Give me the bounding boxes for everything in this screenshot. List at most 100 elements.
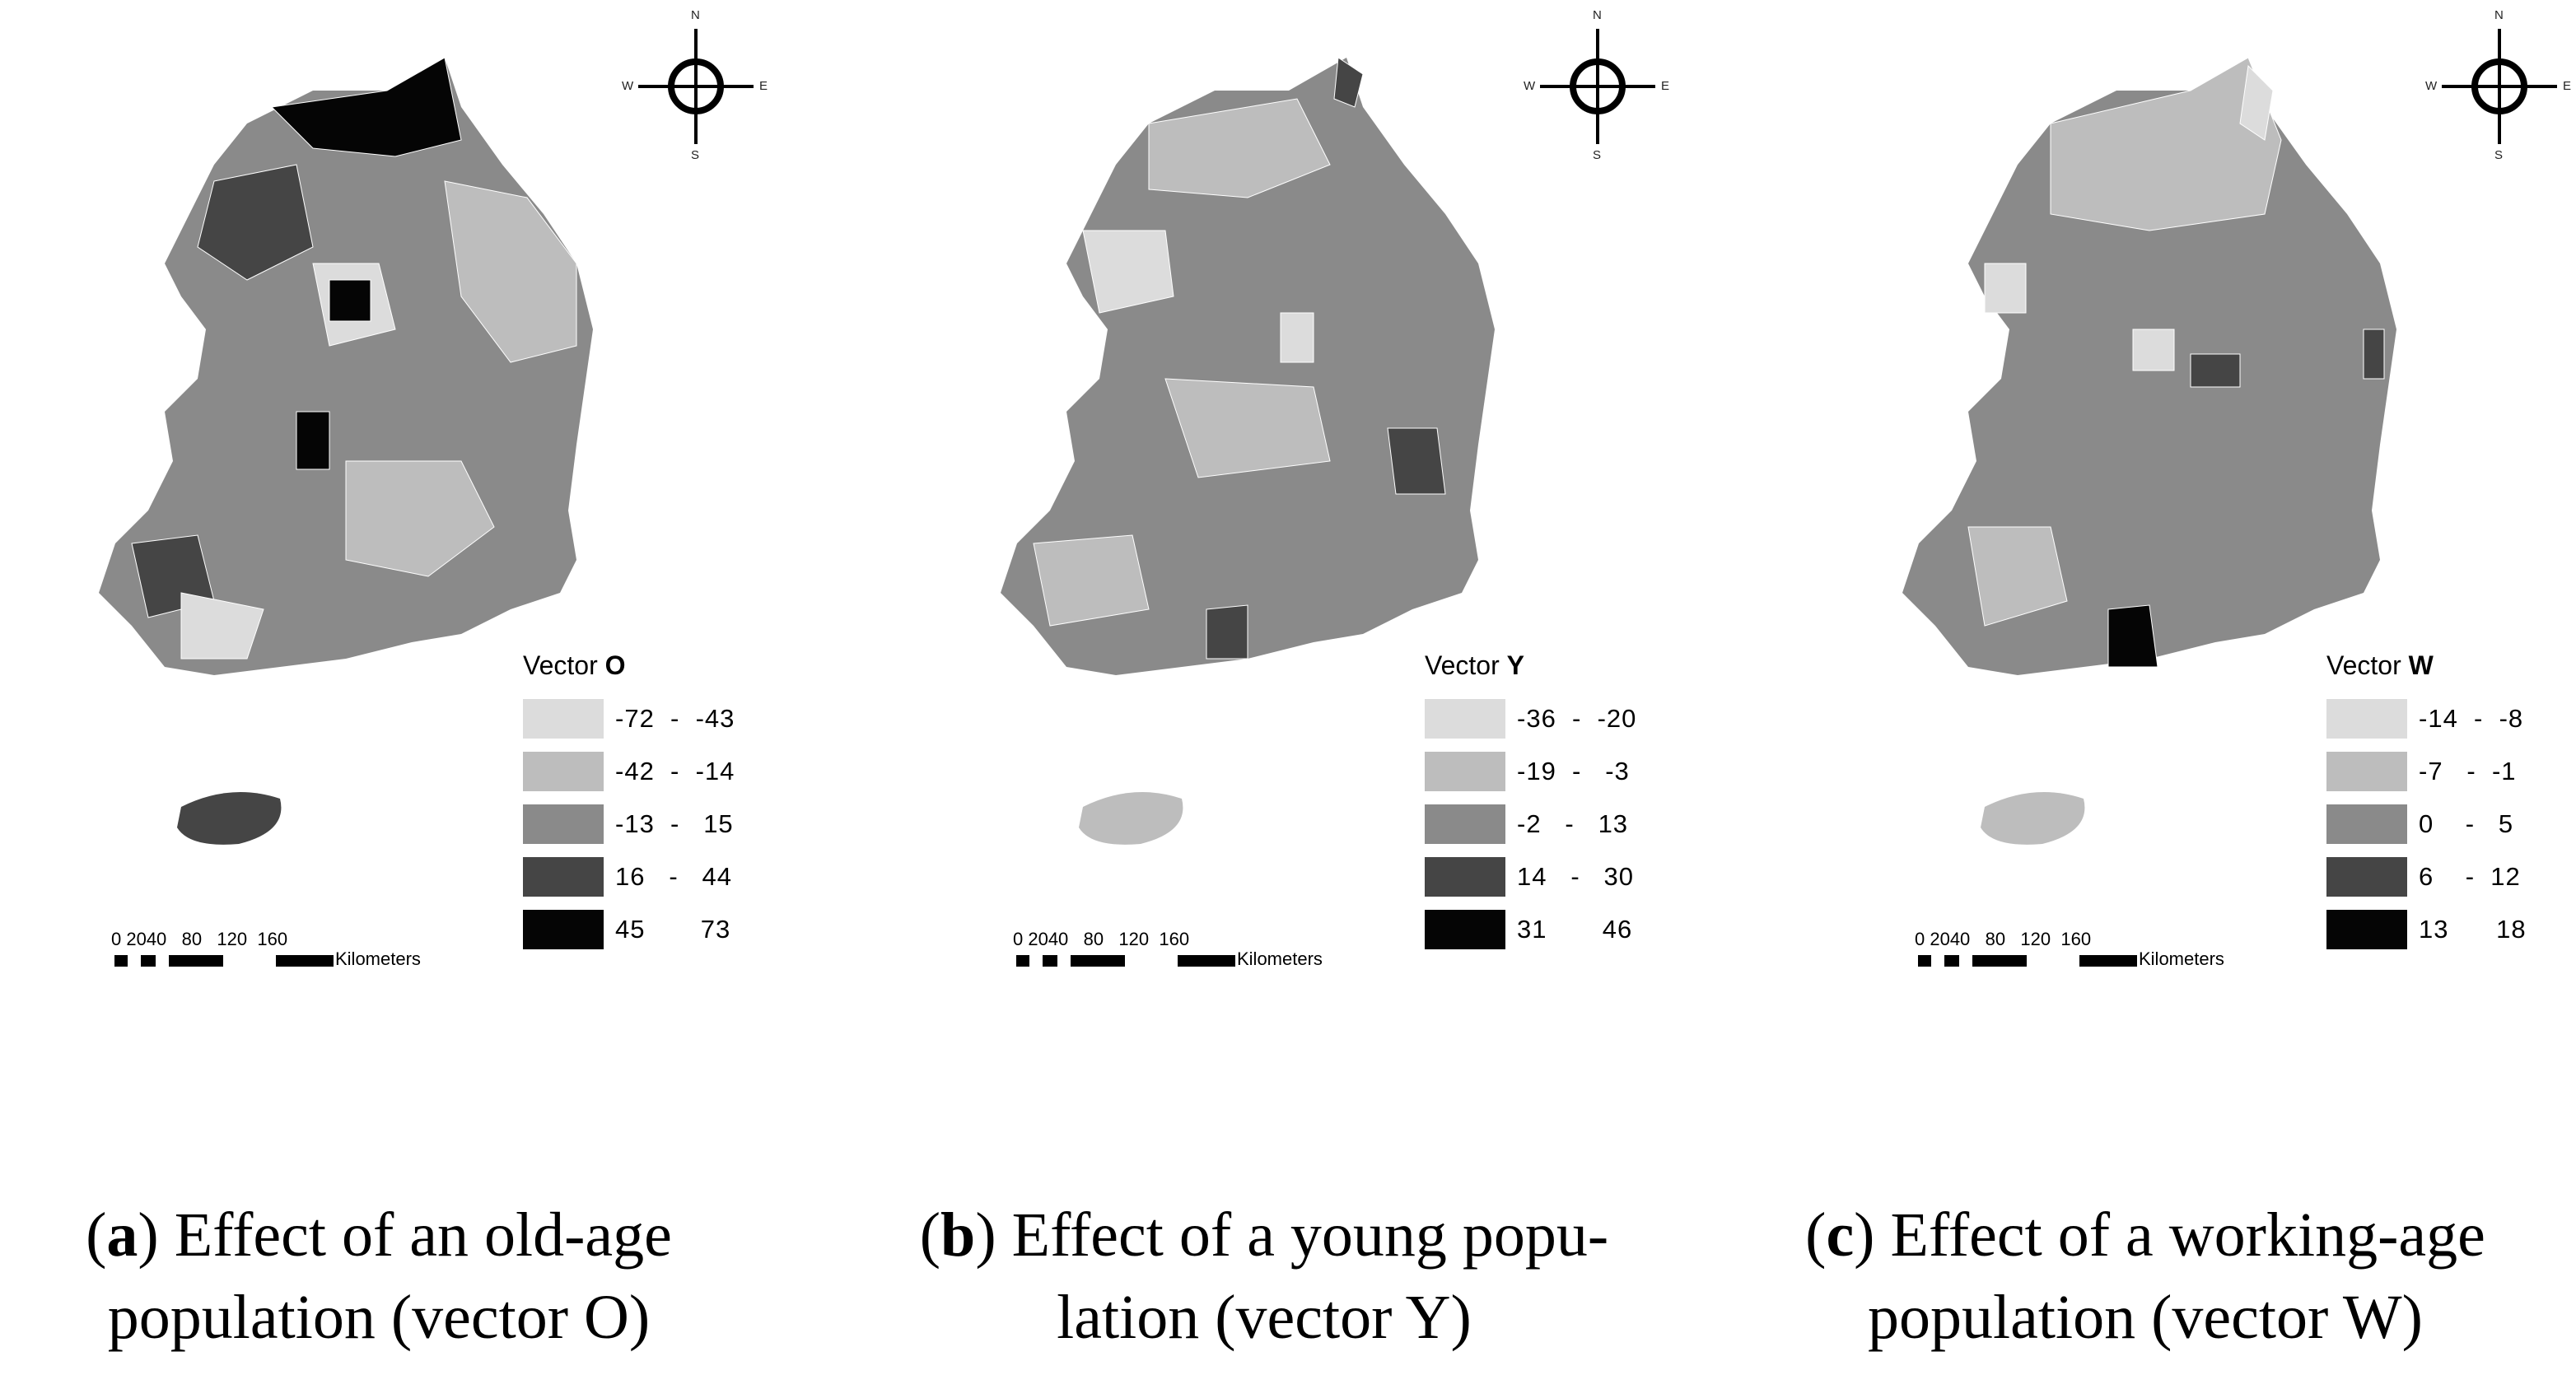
scale-segment [1972, 955, 2027, 967]
legend-swatch [2326, 857, 2407, 897]
district-patch [1333, 57, 1364, 108]
compass-west: W [622, 79, 634, 93]
district-patch [1967, 526, 2068, 627]
legend-item: -42 - -14 [523, 745, 754, 798]
legend-a: Vector O -72 - -43 -42 - -14 -13 - 15 16… [523, 650, 754, 956]
scale-segment [1918, 955, 1931, 967]
legend-title: Vector Y [1425, 650, 1524, 680]
legend-swatch [1425, 910, 1505, 949]
legend-swatch [523, 752, 604, 791]
district-patches [1967, 57, 2385, 668]
legend-title: Vector W [2326, 650, 2434, 680]
legend-item: 45 73 [523, 903, 754, 956]
compass-icon [638, 29, 754, 144]
north-arrow: N S W E [618, 8, 774, 165]
legend-item: -14 - -8 [2326, 692, 2557, 745]
compass-north: N [2494, 8, 2504, 22]
scale-ticks: 0 2040 80 120 160 [111, 929, 288, 949]
scale-bar: 0 2040 80 120 160 Kilometers [1013, 929, 1359, 978]
scale-ticks: 0 2040 80 120 160 [1013, 929, 1190, 949]
scale-unit: Kilometers [1237, 949, 1323, 969]
legend-item: 6 - 12 [2326, 851, 2557, 903]
north-arrow: N S W E [2421, 8, 2576, 165]
scale-segment [1071, 955, 1125, 967]
district-patch [1387, 427, 1446, 495]
legend-title: Vector O [523, 650, 626, 680]
mainland-region [1001, 58, 1495, 675]
district-patch [444, 180, 577, 363]
jeju-island [1981, 792, 2085, 845]
scale-unit: Kilometers [2139, 949, 2224, 969]
district-patches [131, 57, 577, 660]
district-patch [2107, 604, 2158, 668]
legend-item: 0 - 5 [2326, 798, 2557, 851]
district-patch [2239, 64, 2274, 141]
legend-item: -36 - -20 [1425, 692, 1655, 745]
district-patch [296, 411, 330, 470]
district-patch [2050, 57, 2282, 231]
compass-north: N [1593, 8, 1602, 22]
legend-item: -2 - 13 [1425, 798, 1655, 851]
korea-map-c [1902, 57, 2396, 845]
district-patch [329, 279, 371, 322]
scale-segment [114, 955, 128, 967]
legend-swatch [523, 910, 604, 949]
scale-segment [276, 955, 334, 967]
scale-bar: 0 2040 80 120 160 Kilometers [111, 929, 457, 978]
district-patch [1082, 230, 1174, 314]
jeju-island [1079, 792, 1183, 845]
scale-segment [2079, 955, 2137, 967]
caption-c: (c) Effect of a working-age population (… [1805, 1200, 2485, 1352]
legend-swatch [1425, 752, 1505, 791]
scale-bar: 0 2040 80 120 160 Kilometers [1915, 929, 2261, 978]
scale-segment [1944, 955, 1959, 967]
district-patch [1148, 98, 1331, 198]
korea-map-b [1001, 57, 1495, 845]
legend-swatch [2326, 804, 2407, 844]
compass-east: E [759, 79, 768, 93]
legend-swatch [523, 804, 604, 844]
legend-c: Vector W -14 - -8 -7 - -1 0 - 5 6 - 12 1… [2326, 650, 2557, 956]
legend-item: 14 - 30 [1425, 851, 1655, 903]
district-patch [180, 592, 264, 660]
district-patch [270, 57, 462, 157]
scale-segment [1043, 955, 1057, 967]
scale-unit: Kilometers [335, 949, 421, 969]
scale-segment [1016, 955, 1029, 967]
compass-west: W [2425, 79, 2438, 93]
district-patches [1033, 57, 1446, 660]
map-panel-a: N S W E Vector O -72 - -43 -42 - -14 -13… [0, 0, 873, 1095]
legend-item: 31 46 [1425, 903, 1655, 956]
scale-segment [169, 955, 223, 967]
legend-item: -13 - 15 [523, 798, 754, 851]
compass-north: N [691, 8, 700, 22]
map-panel-b: N S W E Vector Y -36 - -20 -19 - -3 -2 -… [902, 0, 1775, 1095]
district-patch [2132, 329, 2175, 371]
legend-item: 13 18 [2326, 903, 2557, 956]
scale-segment [141, 955, 156, 967]
compass-south: S [2494, 148, 2504, 162]
district-patch [197, 164, 314, 281]
korea-map-a [99, 57, 593, 845]
jeju-island [177, 792, 282, 845]
compass-east: E [2563, 79, 2572, 93]
legend-swatch [2326, 699, 2407, 739]
legend-swatch [1425, 699, 1505, 739]
district-patch [2190, 353, 2241, 388]
district-patch [1280, 312, 1314, 363]
compass-icon [2442, 29, 2557, 144]
scale-ticks: 0 2040 80 120 160 [1915, 929, 2092, 949]
compass-south: S [1593, 148, 1602, 162]
map-panel-c: N S W E Vector W -14 - -8 -7 - -1 0 - 5 … [1804, 0, 2576, 1095]
legend-swatch [1425, 804, 1505, 844]
legend-item: -19 - -3 [1425, 745, 1655, 798]
north-arrow: N S W E [1519, 8, 1676, 165]
legend-item: -72 - -43 [523, 692, 754, 745]
legend-swatch [523, 857, 604, 897]
legend-item: 16 - 44 [523, 851, 754, 903]
district-patch [1206, 604, 1248, 660]
compass-icon [1540, 29, 1655, 144]
compass-east: E [1661, 79, 1670, 93]
caption-a: (a) Effect of an old-age population (vec… [86, 1200, 672, 1352]
legend-swatch [1425, 857, 1505, 897]
